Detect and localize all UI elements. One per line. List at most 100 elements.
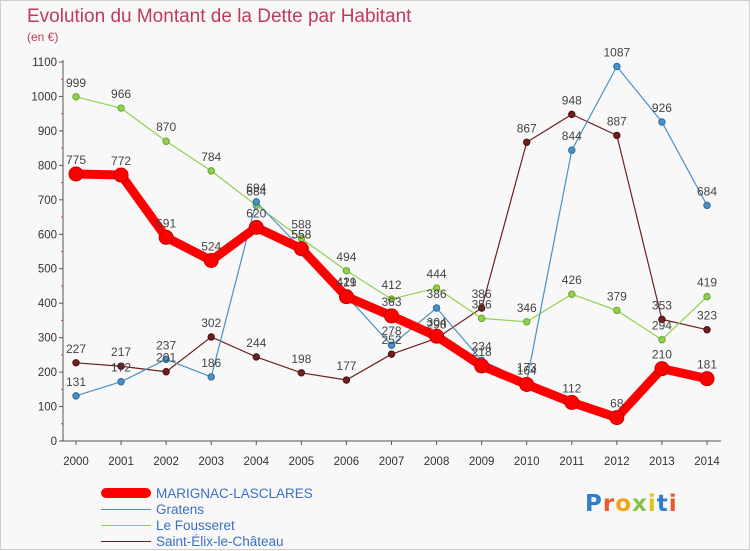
data-label: 784: [201, 150, 221, 164]
data-point: [568, 110, 576, 119]
data-label: 201: [156, 351, 176, 365]
data-label: 298: [427, 317, 447, 331]
data-point: [387, 295, 396, 303]
x-tick-label: 2013: [649, 456, 675, 468]
data-label: 966: [111, 87, 131, 101]
data-point: [523, 138, 531, 146]
legend-item: Le Fousseret: [101, 517, 313, 533]
x-tick-label: 2006: [334, 456, 360, 468]
y-tick-label: 300: [38, 333, 57, 345]
data-point: [162, 368, 170, 376]
data-label: 356: [472, 297, 492, 311]
x-tick-label: 2010: [514, 456, 540, 468]
data-label: 353: [652, 298, 672, 312]
data-point: [658, 336, 666, 344]
data-point: [613, 62, 621, 71]
data-label: 844: [562, 129, 582, 143]
data-label: 186: [201, 356, 221, 370]
data-label: 1087: [604, 45, 631, 59]
data-point: [252, 198, 260, 206]
data-point: [158, 229, 174, 245]
data-point: [699, 371, 715, 387]
data-point: [207, 167, 215, 175]
y-tick-label: 100: [38, 402, 57, 414]
data-point: [568, 290, 576, 298]
data-label: 112: [562, 381, 581, 395]
y-tick-label: 700: [38, 195, 57, 207]
legend-label: Saint-Élix-le-Château: [156, 533, 284, 549]
data-point: [72, 359, 80, 367]
data-point: [384, 308, 399, 324]
data-point: [568, 146, 576, 154]
y-tick-label: 900: [38, 126, 57, 138]
y-tick-label: 0: [51, 436, 57, 448]
data-label: 323: [697, 309, 717, 323]
data-label: 558: [291, 228, 311, 242]
data-label: 131: [66, 375, 86, 389]
data-point: [474, 358, 490, 374]
data-point: [703, 201, 711, 210]
data-point: [342, 376, 351, 384]
data-label: 173: [517, 360, 537, 374]
data-point: [613, 306, 621, 315]
data-point: [117, 378, 125, 386]
legend-swatch: [101, 540, 151, 542]
data-label: 591: [156, 216, 176, 230]
axes: 0 100 200 300 400 500 600 700 800 900 1000 1100 2000…: [31, 57, 721, 468]
data-label: 227: [66, 342, 86, 356]
x-tick-label: 2000: [63, 456, 89, 468]
data-point: [203, 252, 219, 268]
data-point: [342, 267, 351, 275]
data-label: 304: [427, 315, 447, 329]
data-point: [432, 284, 441, 292]
data-point: [387, 341, 396, 349]
x-tick-label: 2002: [153, 456, 179, 468]
x-tick-label: 2012: [604, 456, 630, 468]
x-tick-label: 2014: [694, 456, 720, 468]
data-label: 412: [381, 278, 401, 292]
data-point: [297, 369, 306, 377]
x-tick-label: 2003: [198, 456, 224, 468]
data-label: 867: [517, 121, 537, 135]
data-label: 68: [610, 397, 624, 411]
x-tick-label: 2007: [379, 456, 405, 468]
data-point: [477, 314, 486, 323]
legend-label: Le Fousseret: [156, 517, 235, 533]
data-label: 237: [156, 338, 176, 352]
data-label: 386: [427, 287, 447, 301]
data-label: 198: [291, 352, 311, 366]
data-label: 620: [246, 206, 266, 220]
data-point: [293, 241, 309, 257]
legend-item: MARIGNAC-LASCLARES: [101, 485, 313, 501]
data-point: [162, 355, 170, 364]
data-point: [117, 104, 125, 112]
data-label: 234: [472, 339, 492, 353]
data-label: 494: [336, 250, 356, 264]
data-point: [248, 219, 264, 235]
data-labels: 775 772 591 524 620 558 419 363 304 218 164 112 68 21…: [66, 45, 717, 410]
data-label: 887: [607, 114, 627, 128]
data-label: 870: [156, 120, 176, 134]
data-point: [117, 362, 125, 370]
data-label: 217: [111, 345, 131, 359]
data-point: [703, 292, 711, 301]
y-tick-label: 800: [38, 160, 57, 172]
y-tick-label: 1100: [32, 57, 57, 69]
data-point: [609, 410, 625, 426]
data-label: 999: [66, 76, 86, 90]
x-tick-label: 2001: [108, 456, 134, 468]
unit-label: (en €): [27, 30, 59, 44]
legend-item: Gratens: [101, 501, 313, 517]
series-layer: [68, 62, 715, 426]
data-point: [564, 394, 580, 410]
data-label: 684: [246, 184, 266, 198]
data-point: [68, 166, 84, 182]
data-label: 379: [607, 289, 627, 303]
data-label: 164: [517, 363, 537, 377]
chart-title: Evolution du Montant de la Dette par Hab…: [27, 6, 412, 27]
y-tick-label: 1000: [31, 91, 57, 103]
data-point: [523, 318, 531, 326]
data-label: 558: [291, 228, 311, 242]
